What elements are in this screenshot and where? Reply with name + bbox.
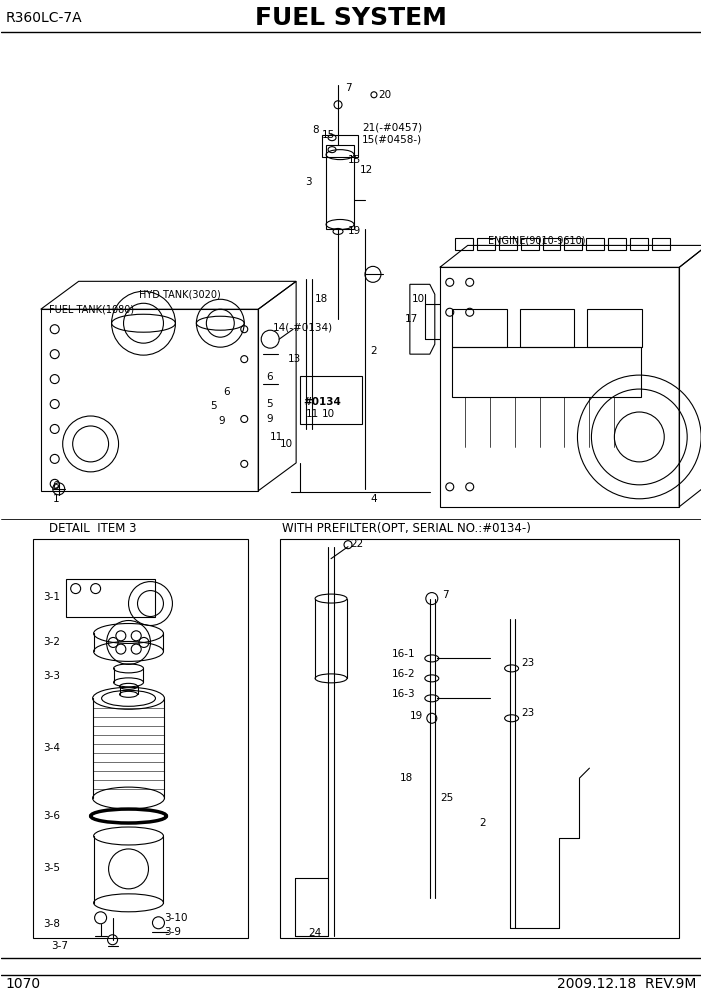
Bar bbox=[652, 238, 670, 250]
Text: 19: 19 bbox=[410, 711, 423, 721]
Text: 16-2: 16-2 bbox=[392, 670, 416, 680]
Text: 6: 6 bbox=[266, 372, 273, 382]
Text: FUEL SYSTEM: FUEL SYSTEM bbox=[255, 6, 447, 30]
Text: R360LC-7A: R360LC-7A bbox=[6, 11, 82, 25]
Bar bbox=[564, 238, 583, 250]
Text: 17: 17 bbox=[405, 314, 418, 324]
Text: 3-8: 3-8 bbox=[43, 919, 60, 929]
Bar bbox=[519, 310, 574, 347]
Text: 3-2: 3-2 bbox=[43, 638, 60, 648]
Text: 22: 22 bbox=[350, 539, 363, 549]
Text: 3-1: 3-1 bbox=[43, 591, 60, 601]
Text: 9: 9 bbox=[218, 416, 225, 426]
Text: 3-3: 3-3 bbox=[43, 672, 60, 682]
Text: FUEL TANK(1080): FUEL TANK(1080) bbox=[48, 305, 134, 314]
Bar bbox=[452, 310, 507, 347]
Text: 5: 5 bbox=[266, 399, 273, 409]
Text: #0134: #0134 bbox=[303, 397, 341, 407]
Bar bbox=[521, 238, 538, 250]
Text: DETAIL  ITEM 3: DETAIL ITEM 3 bbox=[48, 522, 136, 536]
Text: ENGINE(9010-9610): ENGINE(9010-9610) bbox=[488, 235, 585, 245]
Text: 7: 7 bbox=[442, 589, 449, 599]
Text: 3: 3 bbox=[305, 177, 312, 186]
Bar bbox=[300, 376, 362, 424]
Text: 3-5: 3-5 bbox=[43, 863, 60, 873]
Text: 19: 19 bbox=[348, 226, 362, 236]
Text: HYD TANK(3020): HYD TANK(3020) bbox=[138, 290, 220, 300]
Text: 5: 5 bbox=[211, 401, 217, 411]
Text: 16-3: 16-3 bbox=[392, 689, 416, 699]
Text: 10: 10 bbox=[412, 295, 425, 305]
Bar bbox=[280, 539, 680, 937]
Bar bbox=[452, 347, 642, 397]
Text: 6: 6 bbox=[223, 387, 230, 397]
Text: 3-10: 3-10 bbox=[164, 913, 188, 923]
Text: 11: 11 bbox=[270, 432, 284, 442]
Text: 3-9: 3-9 bbox=[164, 927, 181, 936]
Bar bbox=[543, 238, 560, 250]
Text: 20: 20 bbox=[378, 89, 391, 100]
Text: 9: 9 bbox=[266, 414, 273, 424]
Bar bbox=[586, 238, 604, 250]
Text: 2009.12.18  REV.9M: 2009.12.18 REV.9M bbox=[557, 977, 696, 991]
Text: 2: 2 bbox=[370, 346, 376, 356]
Bar bbox=[498, 238, 517, 250]
Text: 3-4: 3-4 bbox=[43, 743, 60, 753]
Text: WITH PREFILTER(OPT, SERIAL NO.:#0134-): WITH PREFILTER(OPT, SERIAL NO.:#0134-) bbox=[282, 522, 531, 536]
Bar bbox=[322, 135, 358, 157]
Text: 2: 2 bbox=[479, 818, 486, 828]
Text: 10: 10 bbox=[280, 438, 293, 449]
Text: 15(#0458-): 15(#0458-) bbox=[362, 135, 422, 145]
Text: 12: 12 bbox=[360, 165, 373, 175]
Text: 1: 1 bbox=[53, 494, 60, 504]
Text: 18: 18 bbox=[400, 773, 413, 783]
Bar bbox=[455, 238, 472, 250]
Text: 6: 6 bbox=[53, 481, 60, 491]
Text: 3-6: 3-6 bbox=[43, 811, 60, 821]
Text: 15: 15 bbox=[348, 155, 362, 165]
Text: 8: 8 bbox=[312, 125, 319, 135]
Text: 24: 24 bbox=[308, 928, 322, 937]
Text: 21(-#0457): 21(-#0457) bbox=[362, 123, 422, 133]
Text: 16-1: 16-1 bbox=[392, 650, 416, 660]
Bar bbox=[33, 539, 249, 937]
Text: 1070: 1070 bbox=[6, 977, 41, 991]
Text: 7: 7 bbox=[345, 82, 352, 93]
Text: 4: 4 bbox=[370, 494, 376, 504]
Text: 15: 15 bbox=[322, 130, 336, 140]
Bar bbox=[609, 238, 626, 250]
Bar bbox=[588, 310, 642, 347]
Text: 13: 13 bbox=[288, 354, 301, 364]
Text: 11: 11 bbox=[306, 409, 319, 419]
Text: 25: 25 bbox=[439, 793, 453, 804]
Text: 10: 10 bbox=[322, 409, 335, 419]
Text: 3-7: 3-7 bbox=[51, 940, 67, 950]
Bar bbox=[477, 238, 495, 250]
Text: 14(-#0134): 14(-#0134) bbox=[273, 322, 333, 332]
Text: 23: 23 bbox=[522, 708, 535, 718]
Bar bbox=[630, 238, 648, 250]
Text: 18: 18 bbox=[315, 295, 329, 305]
Bar bbox=[326, 145, 354, 229]
Text: 23: 23 bbox=[522, 659, 535, 669]
